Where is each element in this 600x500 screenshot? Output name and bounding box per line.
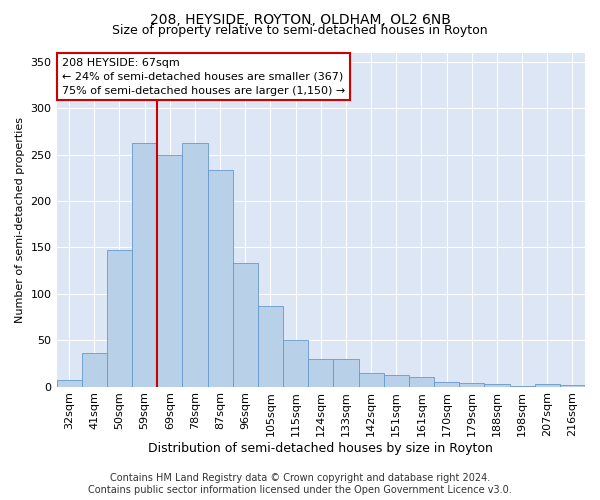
Bar [359, 372, 383, 386]
Bar [157, 154, 182, 386]
Bar [308, 358, 334, 386]
Bar [132, 144, 157, 386]
Bar [233, 263, 258, 386]
Bar [383, 376, 409, 386]
Bar [560, 384, 585, 386]
Bar [208, 170, 233, 386]
Bar [409, 378, 434, 386]
Bar [283, 340, 308, 386]
Text: Size of property relative to semi-detached houses in Royton: Size of property relative to semi-detach… [112, 24, 488, 37]
Bar [182, 142, 208, 386]
Text: Contains HM Land Registry data © Crown copyright and database right 2024.
Contai: Contains HM Land Registry data © Crown c… [88, 474, 512, 495]
Bar [459, 383, 484, 386]
Bar [484, 384, 509, 386]
Bar [434, 382, 459, 386]
Bar [258, 306, 283, 386]
Y-axis label: Number of semi-detached properties: Number of semi-detached properties [15, 116, 25, 322]
Text: 208, HEYSIDE, ROYTON, OLDHAM, OL2 6NB: 208, HEYSIDE, ROYTON, OLDHAM, OL2 6NB [149, 12, 451, 26]
Bar [56, 380, 82, 386]
Bar [82, 353, 107, 386]
Bar [334, 358, 359, 386]
X-axis label: Distribution of semi-detached houses by size in Royton: Distribution of semi-detached houses by … [148, 442, 493, 455]
Text: 208 HEYSIDE: 67sqm
← 24% of semi-detached houses are smaller (367)
75% of semi-d: 208 HEYSIDE: 67sqm ← 24% of semi-detache… [62, 58, 345, 96]
Bar [107, 250, 132, 386]
Bar [535, 384, 560, 386]
